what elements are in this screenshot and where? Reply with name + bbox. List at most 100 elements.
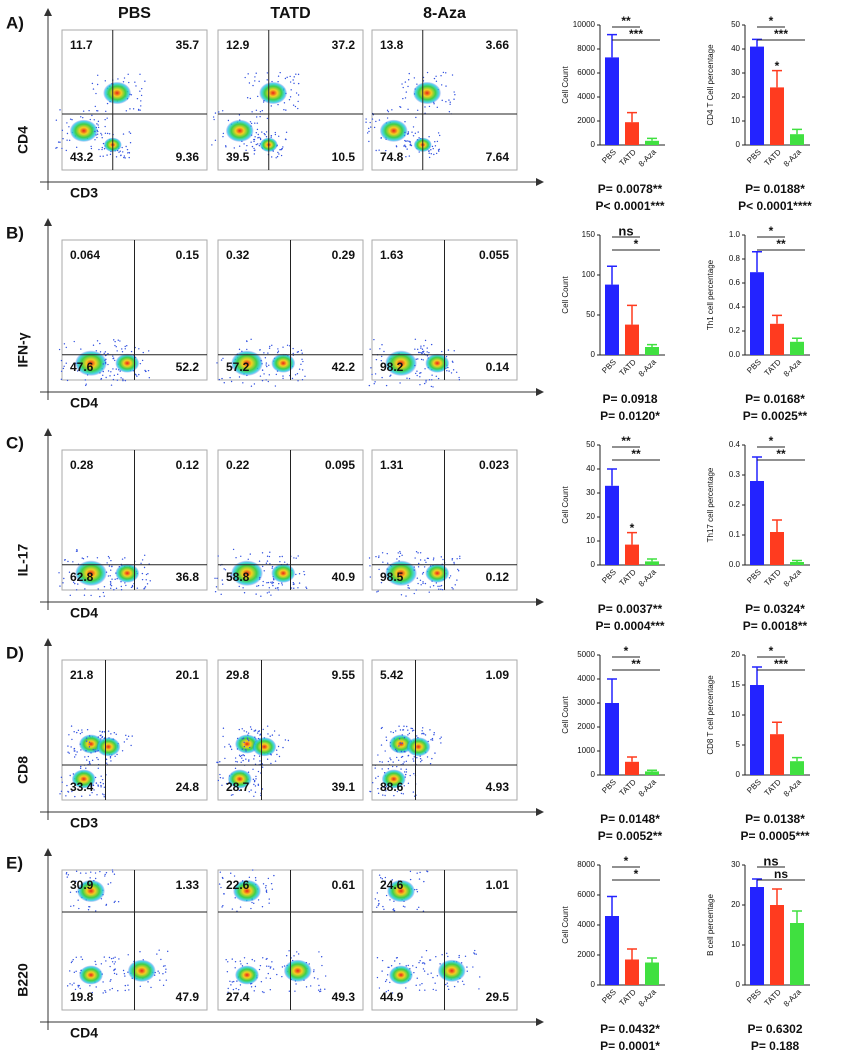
event-dot (369, 121, 371, 124)
event-dot (85, 750, 87, 752)
event-dot (132, 108, 135, 110)
event-dot (428, 156, 431, 159)
event-dot (59, 141, 61, 143)
event-dot (450, 372, 453, 374)
event-dot (432, 988, 434, 991)
event-dot (60, 776, 63, 778)
event-dot (224, 746, 226, 748)
event-dot (273, 730, 276, 732)
event-dot (108, 133, 111, 135)
error-bar (647, 343, 657, 347)
event-dot (382, 794, 384, 796)
event-dot (259, 734, 261, 736)
event-dot (255, 143, 258, 146)
event-dot (79, 732, 82, 735)
quadrant-value: 0.12 (176, 458, 200, 472)
event-dot (116, 350, 118, 352)
event-dot (408, 155, 411, 157)
event-dot (259, 138, 262, 141)
event-dot (65, 873, 68, 875)
event-dot (414, 132, 417, 134)
arrow-head (44, 428, 52, 436)
event-dot (90, 786, 93, 789)
event-dot (305, 586, 307, 588)
event-dot (236, 761, 239, 763)
event-dot (241, 748, 244, 750)
event-dot (121, 146, 123, 149)
event-dot (466, 970, 468, 972)
event-dot (404, 144, 406, 146)
event-dot (393, 794, 395, 797)
event-dot (242, 587, 244, 589)
event-dot (404, 131, 406, 134)
event-dot (401, 742, 403, 744)
event-dot (230, 380, 233, 383)
quadrant-value: 0.22 (226, 458, 250, 472)
density-blob (406, 737, 431, 757)
event-dot (453, 563, 455, 565)
event-dot (378, 568, 380, 571)
event-dot (297, 953, 300, 955)
event-dot (105, 991, 107, 993)
event-dot (429, 762, 432, 765)
event-dot (105, 903, 108, 906)
event-dot (76, 751, 78, 753)
y-axis-label: CD8 (15, 756, 31, 784)
event-dot (371, 118, 374, 120)
event-dot (102, 155, 104, 157)
event-dot (425, 379, 427, 382)
event-dot (272, 584, 274, 587)
quadrant-value: 58.8 (226, 570, 250, 584)
quadrant-value: 1.09 (486, 668, 510, 682)
y-tick-label: 0.0 (729, 350, 741, 359)
event-dot (75, 870, 78, 873)
event-dot (123, 741, 126, 743)
y-axis-title: B cell percentage (706, 894, 715, 956)
event-dot (74, 795, 76, 798)
x-axis-label: CD3 (70, 815, 98, 831)
event-dot (282, 346, 284, 348)
event-dot (301, 352, 303, 354)
event-dot (290, 587, 293, 589)
category-label: TATD (763, 147, 783, 167)
event-dot (111, 871, 114, 873)
event-dot (140, 562, 142, 564)
column-header: PBS (118, 5, 151, 22)
y-tick-label: 2000 (577, 950, 595, 959)
event-dot (425, 381, 427, 383)
event-dot (60, 378, 63, 381)
event-dot (126, 738, 128, 740)
event-dot (130, 586, 133, 589)
event-dot (266, 555, 269, 557)
event-dot (106, 117, 108, 119)
event-dot (252, 869, 254, 871)
event-dot (225, 146, 227, 148)
y-tick-label: 0.0 (729, 560, 741, 569)
event-dot (435, 152, 438, 155)
event-dot (430, 385, 433, 388)
event-dot (440, 588, 442, 591)
event-dot (298, 368, 301, 370)
event-dot (63, 343, 66, 345)
event-dot (420, 371, 422, 374)
event-dot (254, 877, 257, 879)
quadrant-value: 0.61 (332, 878, 356, 892)
event-dot (447, 955, 449, 958)
event-dot (454, 584, 456, 586)
event-dot (120, 589, 123, 591)
event-dot (114, 956, 116, 959)
event-dot (321, 964, 323, 967)
event-dot (415, 966, 417, 969)
event-dot (253, 758, 255, 760)
event-dot (436, 106, 438, 109)
event-dot (423, 880, 425, 883)
event-dot (145, 370, 147, 373)
event-dot (433, 557, 435, 559)
error-bar (792, 559, 802, 562)
quadrant-value: 98.5 (380, 570, 404, 584)
event-dot (281, 966, 284, 968)
event-dot (99, 155, 101, 157)
density-blob (283, 959, 312, 982)
event-dot (68, 571, 71, 573)
event-dot (255, 879, 257, 882)
